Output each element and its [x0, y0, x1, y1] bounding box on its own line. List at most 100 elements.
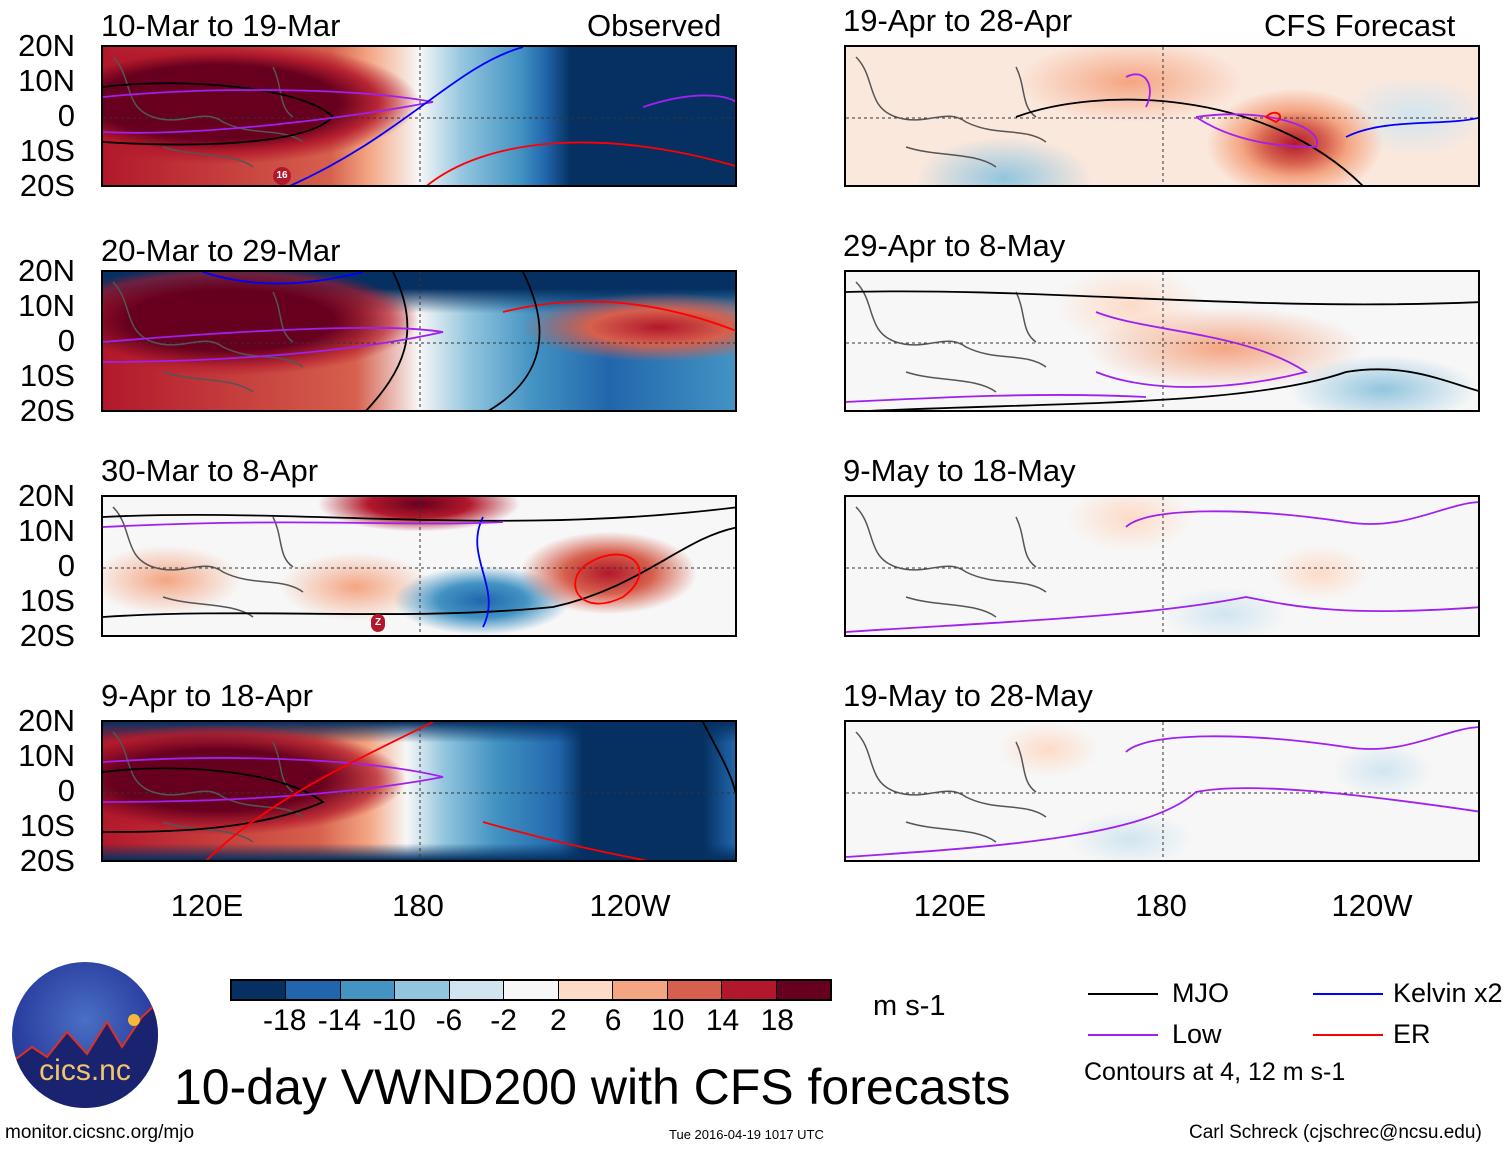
- colorbar-label: 18: [760, 1004, 794, 1037]
- coastline: [855, 281, 1047, 393]
- contour-line: [103, 521, 504, 528]
- contour-line: [1125, 501, 1478, 528]
- contour-line: [502, 300, 735, 332]
- map-panel-1: 16: [101, 45, 737, 187]
- contour-line: [846, 394, 1147, 403]
- legend-er-line: [1313, 1034, 1383, 1036]
- forecast-header: CFS Forecast: [1264, 8, 1456, 43]
- legend-mjo-label: MJO: [1172, 978, 1229, 1008]
- lat-label: 0: [57, 98, 75, 133]
- lon-label: 120E: [170, 888, 244, 923]
- map-panel-3: Z: [101, 495, 737, 637]
- colorbar-label: 14: [705, 1004, 740, 1037]
- map-panel-4: [101, 720, 737, 862]
- lon-label: 120E: [913, 888, 987, 923]
- coastline: [855, 731, 1047, 843]
- colorbar-swatch: [558, 981, 614, 999]
- colorbar-swatch: [286, 981, 341, 999]
- contour-line: [482, 821, 648, 860]
- contour-line: [103, 767, 325, 833]
- colorbar-units: m s-1: [873, 990, 946, 1022]
- colorbar-label: -6: [435, 1004, 463, 1037]
- footer-timestamp: Tue 2016-04-19 1017 UTC: [669, 1127, 824, 1142]
- contour-line: [574, 553, 641, 605]
- panel-title: 9-Apr to 18-Apr: [101, 678, 313, 713]
- coastline: [112, 731, 304, 843]
- contour-line: [103, 82, 335, 146]
- lat-label: 20S: [19, 168, 75, 203]
- lon-label: 180: [1135, 888, 1187, 923]
- observed-header: Observed: [587, 8, 722, 43]
- contour-line: [205, 722, 434, 860]
- panel-title: 20-Mar to 29-Mar: [101, 233, 341, 268]
- contour-line: [426, 141, 735, 185]
- colorbar-swatch: [776, 981, 830, 999]
- panel-title: 9-May to 18-May: [843, 453, 1076, 488]
- contour-line: [103, 526, 735, 618]
- contour-line: [103, 757, 444, 803]
- colorbar-label: 10: [651, 1004, 685, 1037]
- lat-label: 20S: [19, 618, 75, 653]
- coastline: [855, 506, 1047, 618]
- colorbar-swatch: [395, 981, 450, 999]
- contour-line: [869, 368, 1478, 410]
- legend-low-line: [1088, 1034, 1158, 1036]
- coastline: [112, 281, 304, 393]
- lat-label: 20S: [19, 843, 75, 878]
- contour-line: [702, 722, 735, 795]
- logo-text: cics.nc: [39, 1054, 131, 1087]
- contour-line: [1015, 98, 1364, 185]
- lat-label: 10S: [19, 808, 75, 843]
- contour-line: [846, 596, 1478, 633]
- contour-line: [846, 290, 1478, 306]
- contour-line: [103, 506, 735, 522]
- map-panel-2: [101, 270, 737, 412]
- contour-note: Contours at 4, 12 m s-1: [1084, 1058, 1346, 1086]
- panel-title: 30-Mar to 8-Apr: [101, 453, 319, 488]
- colorbar: [230, 979, 832, 1001]
- lat-label: 10N: [18, 738, 75, 773]
- legend-kelvin-label: Kelvin x2: [1393, 978, 1503, 1008]
- colorbar-swatch: [613, 981, 668, 999]
- lat-label: 10N: [18, 63, 75, 98]
- colorbar-label: -2: [490, 1004, 517, 1037]
- legend-mjo-line: [1088, 993, 1158, 995]
- colorbar-swatch: [722, 981, 777, 999]
- lat-label: 0: [57, 323, 75, 358]
- lat-label: 0: [57, 548, 75, 583]
- lat-label: 10S: [19, 583, 75, 618]
- contour-line: [103, 89, 434, 134]
- lat-label: 20N: [18, 253, 75, 288]
- coastline: [112, 56, 304, 168]
- lat-label: 10N: [18, 288, 75, 323]
- lat-label: 10N: [18, 513, 75, 548]
- contour-line: [103, 326, 444, 363]
- contour-line: [202, 272, 364, 285]
- panel-title: 19-May to 28-May: [843, 678, 1093, 713]
- map-panel-5: [844, 45, 1480, 187]
- contour-line: [642, 94, 735, 108]
- lat-label: 20S: [19, 393, 75, 428]
- legend-er-label: ER: [1393, 1019, 1431, 1049]
- cics-logo: cics.nc: [12, 962, 158, 1108]
- panel-title: 19-Apr to 28-Apr: [843, 3, 1073, 38]
- colorbar-label: 6: [604, 1004, 622, 1037]
- map-panel-6: [844, 270, 1480, 412]
- contour-line: [846, 787, 1478, 858]
- lat-label: 20N: [18, 478, 75, 513]
- map-panel-7: [844, 495, 1480, 637]
- lat-label: 20N: [18, 28, 75, 63]
- contour-line: [1195, 113, 1318, 148]
- lon-label: 180: [392, 888, 444, 923]
- contour-line: [488, 272, 541, 410]
- contour-line: [1125, 73, 1151, 108]
- footer-credit: Carl Schreck (cjschrec@ncsu.edu): [1189, 1122, 1482, 1143]
- panel-title: 10-Mar to 19-Mar: [101, 8, 341, 43]
- figure-title: 10-day VWND200 with CFS forecasts: [174, 1059, 1011, 1115]
- storm-marker: Z: [371, 614, 385, 632]
- footer-url[interactable]: monitor.cicsnc.org/mjo: [5, 1122, 195, 1143]
- legend-kelvin-line: [1313, 993, 1383, 995]
- lon-label: 120W: [1331, 888, 1413, 923]
- storm-marker: 16: [273, 167, 291, 185]
